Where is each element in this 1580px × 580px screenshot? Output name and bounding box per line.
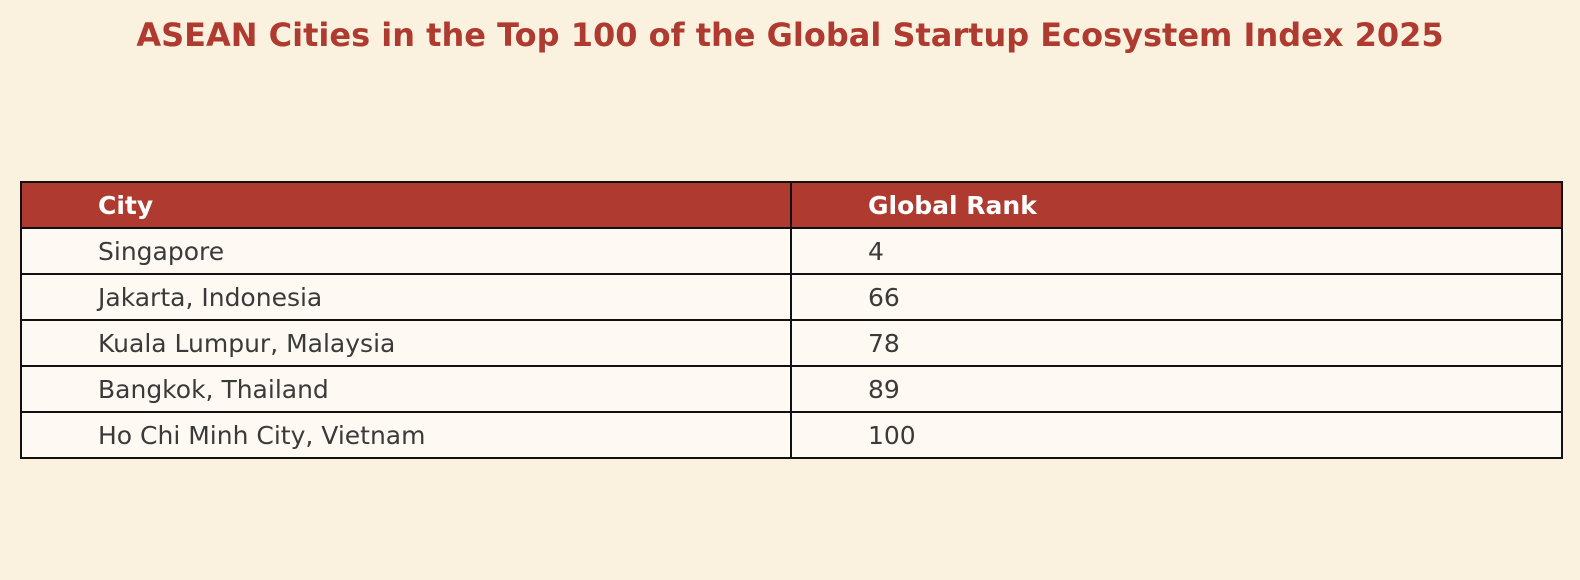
rank-cell: 4	[790, 227, 1563, 275]
city-cell: Kuala Lumpur, Malaysia	[20, 319, 792, 367]
rank-table: City Global Rank Singapore 4 Jakarta, In…	[20, 181, 1563, 459]
rank-cell: 89	[790, 365, 1563, 413]
table-header-row: City Global Rank	[20, 181, 1563, 229]
table-row: Singapore 4	[20, 227, 1563, 275]
table-row: Bangkok, Thailand 89	[20, 365, 1563, 413]
city-cell: Bangkok, Thailand	[20, 365, 792, 413]
rank-cell: 66	[790, 273, 1563, 321]
rank-cell: 78	[790, 319, 1563, 367]
rank-cell: 100	[790, 411, 1563, 459]
table-row: Jakarta, Indonesia 66	[20, 273, 1563, 321]
column-header-city: City	[20, 181, 792, 229]
city-cell: Ho Chi Minh City, Vietnam	[20, 411, 792, 459]
city-cell: Singapore	[20, 227, 792, 275]
column-header-global-rank: Global Rank	[790, 181, 1563, 229]
chart-title: ASEAN Cities in the Top 100 of the Globa…	[136, 16, 1444, 54]
city-cell: Jakarta, Indonesia	[20, 273, 792, 321]
table-row: Ho Chi Minh City, Vietnam 100	[20, 411, 1563, 459]
table-row: Kuala Lumpur, Malaysia 78	[20, 319, 1563, 367]
